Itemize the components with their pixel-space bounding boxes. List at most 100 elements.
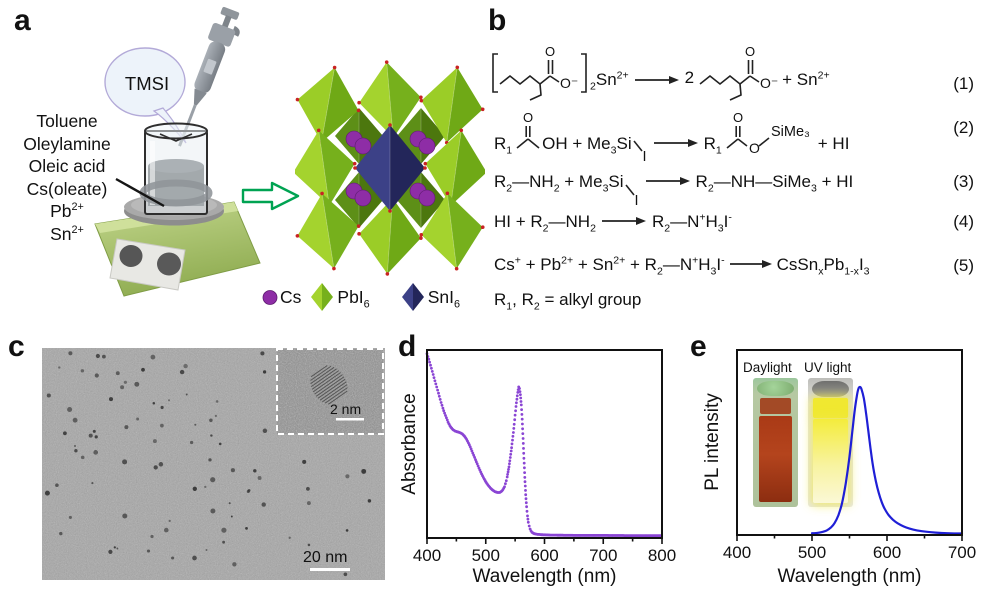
legend-label: PbI6	[337, 286, 370, 310]
pipette-icon	[178, 6, 240, 147]
tmsi-bubble-text: TMSI	[124, 73, 170, 94]
equation-1: O O⁻ 2Sn2+ 2 O O⁻ + Sn2+	[490, 40, 830, 102]
pointer-line	[115, 177, 165, 208]
tick-label: 700	[589, 546, 617, 565]
equation-3: R2—NH2 + Me3Si I R2—NH—SiMe3 + HI	[494, 172, 853, 206]
synthesis-scene	[94, 6, 300, 297]
panel-d-absorbance-plot: d Absorbance 400 500 600 700 800 Wavelength …	[395, 330, 685, 597]
equation-text: R1	[703, 134, 722, 157]
wavelength-axis-title: Wavelength (nm)	[472, 566, 617, 587]
equation-number: (1)	[953, 74, 974, 93]
pl-axis-title: PL intensity	[702, 393, 723, 491]
tmsi-speech-bubble	[104, 47, 187, 144]
legend-label: SnI6	[427, 286, 461, 310]
svg-text:O: O	[745, 44, 755, 59]
equation-text: CsSnxPb1-xI3	[776, 255, 870, 278]
tick-label: 600	[873, 543, 901, 562]
tick-label: 600	[530, 546, 558, 565]
inset-scalebar	[336, 418, 364, 421]
legend-item-pbi6: PbI6	[309, 282, 370, 312]
right-arrow-icon	[634, 76, 679, 84]
cs-sphere	[418, 189, 436, 207]
equation-text: R1	[494, 134, 513, 157]
equation-text: R2—NH—SiMe3 + HI	[695, 172, 854, 195]
reagent-item: Sn2+	[50, 223, 84, 244]
cs-sphere	[418, 137, 436, 155]
absorbance-chart: 400 500 600 700 800	[413, 349, 676, 565]
equation-text: Cs+ + Pb2+ + Sn2+ + R2—N+H3I-	[494, 254, 725, 278]
right-arrow-icon	[729, 260, 772, 268]
equation-2: R1 O OH + Me3Si I R1 O O SiMe₃	[494, 110, 849, 162]
perovskite-crystal-structure	[295, 60, 485, 276]
panel-a-synthesis-scheme: a	[0, 0, 485, 330]
uv-photo-label: UV light	[804, 360, 852, 375]
panel-c-tem-image: c 2 nm 20 nm	[0, 330, 395, 597]
cs-sphere	[354, 137, 372, 155]
silicon-iodide-bond: I	[633, 140, 646, 162]
equation-text: + HI	[817, 134, 850, 153]
reagent-item: Toluene	[36, 111, 98, 131]
legend-item-sni6: SnI6	[400, 282, 460, 312]
tick-label: 500	[798, 543, 826, 562]
absorbance-axis-title: Absorbance	[399, 393, 420, 495]
reagent-list: Toluene Oleylamine Oleic acid Cs(oleate)…	[6, 110, 128, 246]
absorbance-spectrum-curve	[425, 352, 663, 537]
daylight-photo-label: Daylight	[743, 360, 792, 375]
right-arrow-icon	[653, 139, 698, 147]
reagent-item: Oleylamine	[23, 133, 111, 154]
panel-e-label: e	[690, 330, 707, 363]
silicon-iodide-bond: I	[624, 184, 638, 206]
cs-sphere	[354, 189, 372, 207]
panel-b-label: b	[488, 4, 507, 37]
cuvette-neck	[813, 398, 848, 418]
tick-label: 400	[723, 543, 751, 562]
tick-label: 400	[413, 546, 441, 565]
absorbance-spectrum-ticks	[426, 538, 663, 544]
knob-icon	[119, 245, 143, 267]
note-text: R1, R2 = alkyl group	[494, 290, 642, 313]
main-scalebar-label: 20 nm	[303, 549, 347, 566]
reaction-arrow-icon	[241, 181, 300, 211]
cuvette-solution	[813, 419, 848, 503]
alkyl-note: R1, R2 = alkyl group	[494, 290, 642, 313]
cuvette-cap	[757, 381, 794, 396]
equation-number: (2)	[953, 118, 974, 137]
cuvette-daylight-photo	[753, 378, 798, 507]
tick-label: 700	[948, 543, 976, 562]
lattice-fringes	[310, 365, 348, 405]
panel-a-label: a	[14, 4, 31, 37]
svg-text:O: O	[545, 44, 555, 59]
panel-d-label: d	[398, 330, 417, 363]
equation-text: 2Sn2+	[590, 69, 629, 93]
equation-number: (3)	[953, 172, 974, 191]
inset-scalebar-label: 2 nm	[330, 401, 361, 417]
ethylhexanoate-structure: O O⁻	[699, 44, 778, 101]
right-arrow-icon	[645, 177, 690, 185]
panel-c-label: c	[8, 330, 25, 363]
svg-text:O: O	[523, 110, 533, 125]
right-arrow-icon	[601, 217, 646, 225]
hrtem-inset: 2 nm	[276, 348, 384, 435]
cuvette-neck	[760, 398, 791, 414]
tick-label: 500	[472, 546, 500, 565]
svg-text:O⁻: O⁻	[560, 75, 578, 91]
tin-ethylhexanoate-structure: O O⁻	[492, 44, 587, 101]
svg-text:O: O	[749, 140, 760, 156]
equation-text: OH + Me3Si	[542, 134, 632, 157]
svg-text:O⁻: O⁻	[760, 75, 778, 91]
tem-micrograph: 2 nm 20 nm	[42, 348, 385, 580]
svg-text:SiMe₃: SiMe₃	[771, 124, 810, 140]
legend-label: Cs	[280, 286, 302, 307]
wavelength-axis-title: Wavelength (nm)	[777, 566, 922, 587]
nanocrystal-dots	[44, 351, 372, 577]
svg-text:I: I	[634, 193, 638, 206]
reagent-item: Pb2+	[50, 201, 84, 222]
silyl-ester-group: O O SiMe₃	[726, 110, 810, 156]
cs-sphere-icon	[262, 290, 278, 305]
beaker	[139, 122, 213, 215]
hot-plate	[94, 201, 261, 297]
tick-label: 800	[648, 546, 676, 565]
knob-icon	[157, 252, 181, 276]
panel-e-pl-plot: e PL intensity Daylight UV light 400 500 6…	[685, 330, 994, 597]
main-scalebar	[310, 568, 350, 571]
